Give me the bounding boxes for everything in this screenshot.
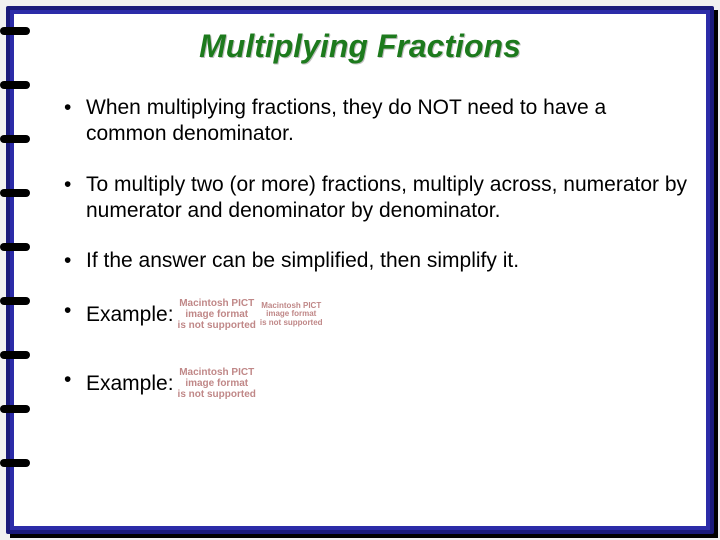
- bullet-text: To multiply two (or more) fractions, mul…: [86, 173, 687, 222]
- slide-body: Multiplying Fractions When multiplying f…: [10, 10, 710, 530]
- spiral-ring: [0, 78, 30, 92]
- spiral-ring: [0, 186, 30, 200]
- broken-image-icon: Macintosh PICT image format is not suppo…: [178, 298, 256, 331]
- bullet-item: Example: Macintosh PICT image format is …: [58, 298, 692, 331]
- spiral-ring: [0, 294, 30, 308]
- bullet-list: When multiplying fractions, they do NOT …: [58, 95, 692, 400]
- spiral-binding: [0, 24, 30, 514]
- spiral-ring: [0, 456, 30, 470]
- slide-title: Multiplying Fractions: [28, 28, 692, 65]
- bullet-item: Example: Macintosh PICT image format is …: [58, 367, 692, 400]
- broken-image-icon: Macintosh PICT image format is not suppo…: [260, 302, 323, 328]
- bullet-text: Example:: [86, 302, 174, 328]
- bullet-text: Example:: [86, 371, 174, 397]
- broken-image-icon: Macintosh PICT image format is not suppo…: [178, 367, 256, 400]
- spiral-ring: [0, 348, 30, 362]
- spiral-ring: [0, 240, 30, 254]
- bullet-text: If the answer can be simplified, then si…: [86, 249, 519, 272]
- bullet-item: If the answer can be simplified, then si…: [58, 248, 692, 274]
- slide-content: Multiplying Fractions When multiplying f…: [58, 28, 692, 512]
- spiral-ring: [0, 132, 30, 146]
- bullet-text: When multiplying fractions, they do NOT …: [86, 96, 606, 145]
- bullet-item: To multiply two (or more) fractions, mul…: [58, 172, 692, 225]
- bullet-item: When multiplying fractions, they do NOT …: [58, 95, 692, 148]
- spiral-ring: [0, 402, 30, 416]
- spiral-ring: [0, 24, 30, 38]
